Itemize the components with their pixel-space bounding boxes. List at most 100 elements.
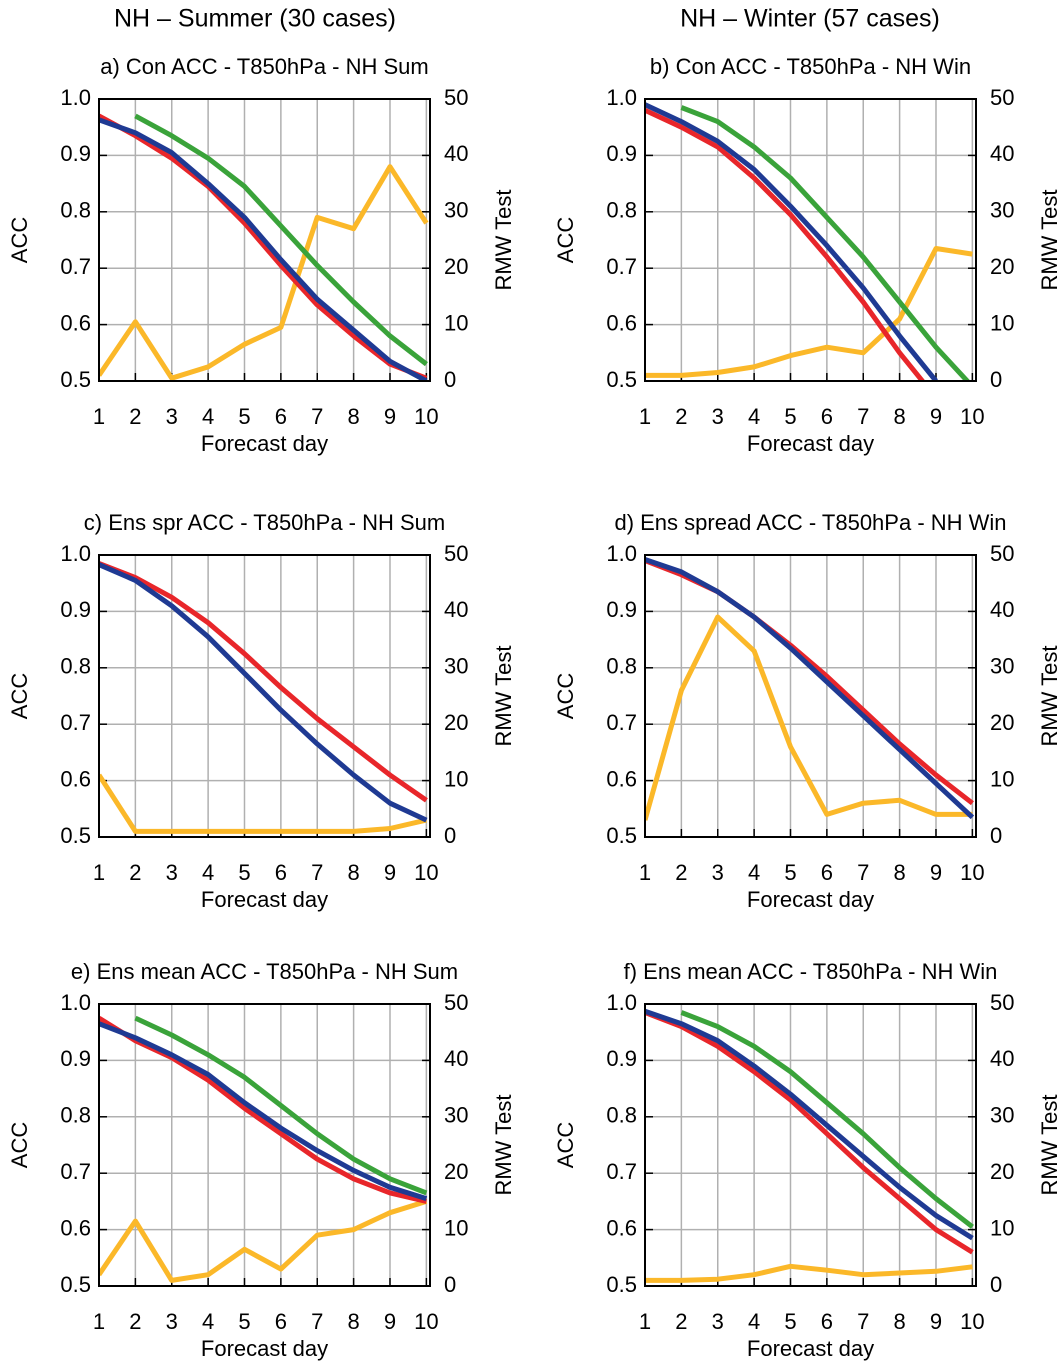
- series-line: [645, 558, 974, 806]
- y-tick-label: 0.9: [606, 597, 637, 622]
- series-line: [645, 108, 926, 381]
- y-axis-label: ACC: [553, 1122, 578, 1169]
- series-line: [134, 1015, 428, 1196]
- y2-tick-label: 10: [990, 766, 1014, 791]
- y-tick-label: 0.7: [60, 710, 91, 735]
- y-tick-label: 0.8: [60, 198, 91, 223]
- y-tick-label: 0.6: [606, 766, 637, 791]
- x-tick-label: 4: [748, 1309, 760, 1334]
- series-line: [99, 773, 427, 834]
- x-tick-label: 2: [129, 404, 141, 429]
- y-axis-label: ACC: [7, 217, 32, 264]
- series-line: [645, 557, 975, 820]
- x-tick-label: 9: [930, 1309, 942, 1334]
- y2-tick-label: 0: [990, 1272, 1002, 1297]
- x-tick-label: 5: [784, 860, 796, 885]
- plot-frame: [98, 98, 431, 382]
- plot-frame: [644, 554, 977, 838]
- panel: b) Con ACC - T850hPa - NH Win 1 2 3 4 5 6 7 8 9 10…: [553, 54, 1061, 456]
- x-tick-label: 10: [414, 1309, 438, 1334]
- x-tick-label: 3: [712, 1309, 724, 1334]
- panel: a) Con ACC - T850hPa - NH Sum 1 2 3 4 5 6 7 8 9 10…: [7, 54, 516, 456]
- y-tick-label: 0.7: [606, 710, 637, 735]
- column-header: NH – Summer (30 cases): [114, 5, 396, 33]
- y2-tick-label: 10: [444, 310, 468, 335]
- x-tick-label: 7: [857, 404, 869, 429]
- x-tick-label: 7: [857, 1309, 869, 1334]
- y2-tick-label: 10: [444, 766, 468, 791]
- x-tick-label: 6: [821, 860, 833, 885]
- y2-tick-label: 0: [444, 1272, 456, 1297]
- x-tick-label: 3: [712, 404, 724, 429]
- x-tick-label: 5: [238, 404, 250, 429]
- x-tick-label: 8: [893, 404, 905, 429]
- y2-tick-label: 40: [444, 141, 468, 166]
- x-tick-label: 2: [675, 404, 687, 429]
- y2-tick-label: 30: [444, 198, 468, 223]
- series-line: [645, 102, 938, 381]
- y2-tick-label: 0: [444, 823, 456, 848]
- y2-tick-label: 20: [444, 1159, 468, 1184]
- x-tick-label: 8: [347, 860, 359, 885]
- series-line: [645, 1263, 973, 1283]
- plot-frame: [98, 1003, 431, 1287]
- x-tick-label: 5: [784, 404, 796, 429]
- y2-tick-label: 10: [990, 310, 1014, 335]
- y2-axis-label: RMW Test: [491, 645, 516, 746]
- x-axis-label: Forecast day: [747, 431, 874, 456]
- x-tick-label: 6: [821, 404, 833, 429]
- y2-tick-label: 30: [444, 654, 468, 679]
- y-tick-label: 0.9: [60, 1046, 91, 1071]
- x-tick-label: 8: [893, 1309, 905, 1334]
- y-tick-label: 0.9: [606, 141, 637, 166]
- y2-tick-label: 40: [444, 1046, 468, 1071]
- x-tick-label: 3: [166, 1309, 178, 1334]
- x-tick-label: 9: [930, 404, 942, 429]
- x-tick-label: 8: [347, 1309, 359, 1334]
- y-tick-label: 1.0: [606, 541, 637, 566]
- x-tick-label: 7: [857, 860, 869, 885]
- plot-frame: [98, 554, 431, 838]
- x-tick-label: 8: [893, 860, 905, 885]
- x-tick-label: 4: [202, 404, 214, 429]
- y-tick-label: 1.0: [60, 85, 91, 110]
- x-tick-label: 7: [311, 404, 323, 429]
- y2-tick-label: 30: [990, 198, 1014, 223]
- x-tick-label: 1: [93, 860, 105, 885]
- y2-tick-label: 50: [444, 990, 468, 1015]
- x-tick-label: 6: [275, 404, 287, 429]
- x-tick-label: 3: [166, 404, 178, 429]
- y-axis-label: ACC: [7, 1122, 32, 1169]
- x-tick-label: 9: [930, 860, 942, 885]
- x-tick-label: 5: [238, 860, 250, 885]
- x-tick-label: 9: [384, 860, 396, 885]
- y-axis-label: ACC: [553, 217, 578, 264]
- x-tick-label: 3: [166, 860, 178, 885]
- panel-title: a) Con ACC - T850hPa - NH Sum: [100, 54, 429, 79]
- x-tick-label: 3: [712, 860, 724, 885]
- x-tick-label: 1: [639, 860, 651, 885]
- y2-tick-label: 20: [444, 254, 468, 279]
- x-axis-label: Forecast day: [747, 1336, 874, 1361]
- x-tick-label: 1: [93, 404, 105, 429]
- series-line: [99, 561, 428, 803]
- x-tick-label: 4: [202, 860, 214, 885]
- series-line: [645, 614, 973, 821]
- series-line: [99, 1199, 428, 1283]
- y-tick-label: 0.9: [60, 597, 91, 622]
- y2-tick-label: 40: [990, 597, 1014, 622]
- y-tick-label: 0.9: [606, 1046, 637, 1071]
- y2-axis-label: RMW Test: [1037, 1094, 1061, 1195]
- y-tick-label: 0.8: [606, 654, 637, 679]
- y2-tick-label: 0: [990, 823, 1002, 848]
- x-tick-label: 9: [384, 1309, 396, 1334]
- y-tick-label: 0.5: [606, 823, 637, 848]
- y-tick-label: 0.5: [606, 367, 637, 392]
- x-tick-label: 9: [384, 404, 396, 429]
- x-tick-label: 5: [784, 1309, 796, 1334]
- y2-tick-label: 20: [990, 710, 1014, 735]
- y2-tick-label: 20: [990, 254, 1014, 279]
- panel: c) Ens spr ACC - T850hPa - NH Sum 1 2 3 4 5 6 7…: [7, 510, 516, 912]
- y-tick-label: 1.0: [606, 85, 637, 110]
- x-axis-label: Forecast day: [747, 887, 874, 912]
